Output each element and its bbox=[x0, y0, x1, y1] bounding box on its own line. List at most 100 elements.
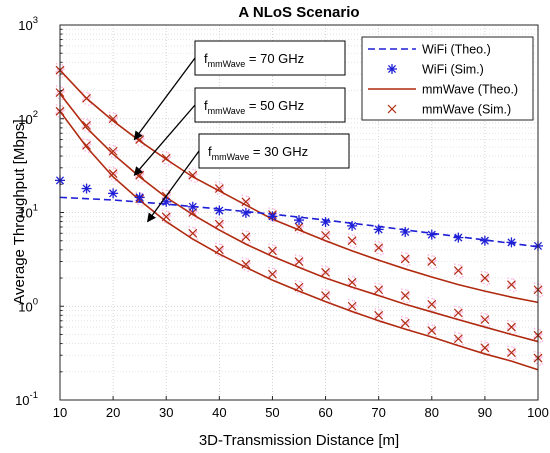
wifi-sim-point bbox=[400, 226, 411, 237]
mmwave-theo-line bbox=[59, 93, 539, 343]
x-tick-label: 50 bbox=[265, 405, 279, 420]
mmwave-sim-point bbox=[82, 93, 91, 103]
legend-label: WiFi (Sim.) bbox=[422, 63, 484, 77]
sim-halo bbox=[267, 266, 278, 282]
mmwave-sim-point bbox=[294, 282, 304, 292]
x-tick-label: 60 bbox=[318, 405, 332, 420]
annotation-arrow bbox=[147, 150, 200, 223]
mmwave-sim-point bbox=[507, 348, 516, 358]
x-axis-title: 3D-Transmission Distance [m] bbox=[199, 432, 399, 449]
mmwave-sim-point bbox=[480, 343, 490, 353]
mmwave-sim-point bbox=[82, 140, 91, 150]
mmwave-sim-point bbox=[241, 232, 251, 242]
mmwave-sim-point bbox=[268, 269, 277, 279]
legend-item-mm_theo: mmWave (Theo.) bbox=[368, 83, 518, 97]
wifi-sim-point bbox=[81, 183, 92, 194]
x-tick-label: 40 bbox=[212, 405, 226, 420]
mmwave-sim-point bbox=[82, 120, 91, 130]
mmwave-sim-point bbox=[108, 114, 118, 124]
legend: WiFi (Theo.) WiFi (Sim.) mmWave (Theo.) mmW… bbox=[361, 36, 534, 121]
legend-item-mm_sim: mmWave (Sim.) bbox=[387, 103, 511, 117]
y-tick-label: 103 bbox=[18, 15, 38, 33]
mmwave-sim-point bbox=[321, 267, 330, 277]
mmwave-sim-point bbox=[108, 169, 118, 179]
legend-label: mmWave (Theo.) bbox=[422, 83, 518, 97]
sim-halo bbox=[188, 167, 199, 183]
annotation-2: fmmWave = 30 GHz bbox=[147, 133, 350, 223]
mmwave-theo-line bbox=[59, 69, 539, 304]
mmwave-sim-point bbox=[347, 301, 357, 311]
mmwave-sim-point bbox=[161, 212, 171, 222]
annotation-0: fmmWave = 70 GHz bbox=[133, 40, 346, 141]
mmwave-sim-point bbox=[427, 257, 437, 266]
mmwave-sim-point bbox=[400, 254, 410, 264]
mmwave-sim-point bbox=[214, 245, 224, 255]
wifi-sim-point bbox=[320, 217, 331, 228]
wifi-sim-point bbox=[108, 188, 119, 199]
mmwave-sim-point bbox=[507, 322, 516, 332]
legend-box bbox=[361, 36, 534, 121]
mmwave-sim-point bbox=[400, 318, 410, 328]
sim-halo bbox=[506, 345, 517, 361]
chart-title: A NLoS Scenario bbox=[238, 4, 359, 21]
legend-swatch bbox=[387, 64, 397, 74]
x-tick-label: 30 bbox=[159, 405, 173, 420]
wifi-sim-point bbox=[479, 235, 490, 246]
annotation-arrow bbox=[133, 104, 196, 176]
mmwave-sim-point bbox=[453, 266, 463, 276]
sim-halo bbox=[214, 181, 225, 197]
wifi-sim-point bbox=[294, 215, 304, 226]
mmwave-sim-point bbox=[453, 308, 463, 318]
mmwave-sim-point bbox=[321, 230, 330, 240]
mmwave-sim-point bbox=[427, 299, 437, 309]
annotation-1: fmmWave = 50 GHz bbox=[133, 87, 346, 176]
mmwave-sim-point bbox=[294, 257, 304, 266]
mmwave-sim-point bbox=[374, 310, 384, 320]
mmwave-sim-point bbox=[321, 291, 330, 300]
mmwave-sim-point bbox=[480, 315, 490, 325]
wifi-sim-point bbox=[373, 224, 384, 235]
wifi-sim-point bbox=[267, 211, 278, 222]
wifi-sim-point bbox=[426, 229, 437, 240]
wifi-sim-point bbox=[240, 207, 251, 218]
mmwave-sim-point bbox=[480, 273, 490, 283]
mmwave-sim-point bbox=[427, 326, 437, 336]
x-tick-label: 80 bbox=[425, 405, 439, 420]
sim-halo bbox=[453, 263, 464, 279]
annotation-arrow bbox=[133, 57, 196, 141]
x-tick-label: 10 bbox=[53, 405, 67, 420]
y-axis-title: Average Throughput [Mbps] bbox=[11, 119, 28, 304]
annotation-label: fmmWave = 70 GHz bbox=[204, 51, 304, 69]
wifi-sim-point bbox=[506, 237, 517, 248]
mmwave-sim-point bbox=[400, 291, 410, 300]
wifi-sim-point bbox=[134, 192, 145, 203]
x-tick-label: 20 bbox=[106, 405, 120, 420]
sim-halo bbox=[55, 62, 66, 78]
legend-item-wifi_sim: WiFi (Sim.) bbox=[387, 63, 484, 77]
sim-halo bbox=[161, 209, 172, 225]
mmwave-sim-point bbox=[347, 236, 357, 246]
wifi-sim-point bbox=[453, 232, 464, 243]
mmwave-sim-point bbox=[268, 246, 277, 256]
legend-label: WiFi (Theo.) bbox=[422, 43, 491, 57]
x-tick-label: 100 bbox=[527, 405, 549, 420]
mmwave-sim-point bbox=[294, 222, 304, 232]
mmwave-sim-point bbox=[214, 184, 224, 193]
legend-swatch bbox=[387, 104, 397, 114]
wifi-sim-point bbox=[187, 201, 198, 212]
annotation-label: fmmWave = 50 GHz bbox=[204, 98, 304, 116]
mmwave-sim-point bbox=[188, 170, 198, 180]
x-tick-label: 70 bbox=[371, 405, 385, 420]
mmwave-sim-point bbox=[374, 285, 384, 295]
mmwave-sim-point bbox=[188, 228, 198, 238]
annotations: fmmWave = 70 GHz fmmWave = 50 GHz fmmWave … bbox=[133, 40, 350, 223]
wifi-sim-point bbox=[214, 205, 225, 216]
mmwave-sim-point bbox=[241, 197, 251, 207]
mmwave-sim-point bbox=[453, 334, 463, 344]
wifi-sim-point bbox=[347, 220, 358, 231]
mmwave-sim-point bbox=[241, 259, 251, 269]
annotation-label: fmmWave = 30 GHz bbox=[208, 144, 308, 162]
mmwave-sim-point bbox=[374, 243, 384, 253]
legend-item-wifi_theo: WiFi (Theo.) bbox=[368, 43, 491, 57]
